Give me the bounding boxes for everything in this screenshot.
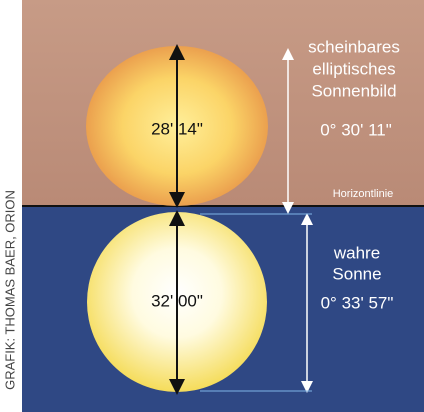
true-angle: 0° 33' 57" [321,293,394,312]
label-line: elliptisches [312,59,395,78]
label-line: wahre [333,243,380,262]
true-height: 32' 00" [151,291,203,310]
label-line: scheinbares [308,37,400,56]
apparent-height: 28' 14" [151,119,203,138]
label-line: Sonnenbild [311,81,396,100]
apparent-angle: 0° 30' 11" [320,120,392,139]
horizon-label: Horizontlinie [333,188,394,200]
diagram: GRAFIK: THOMAS BAER, ORION 28' 14" 32' 0… [0,0,424,412]
label-line: Sonne [332,264,381,283]
credit: GRAFIK: THOMAS BAER, ORION [2,190,17,390]
